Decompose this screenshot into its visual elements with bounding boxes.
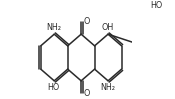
- Text: NH₂: NH₂: [100, 83, 115, 92]
- Text: O: O: [83, 17, 90, 26]
- Text: NH₂: NH₂: [46, 23, 61, 32]
- Text: OH: OH: [102, 23, 114, 32]
- Text: O: O: [83, 89, 90, 98]
- Text: HO: HO: [48, 83, 60, 92]
- Text: HO: HO: [151, 1, 163, 10]
